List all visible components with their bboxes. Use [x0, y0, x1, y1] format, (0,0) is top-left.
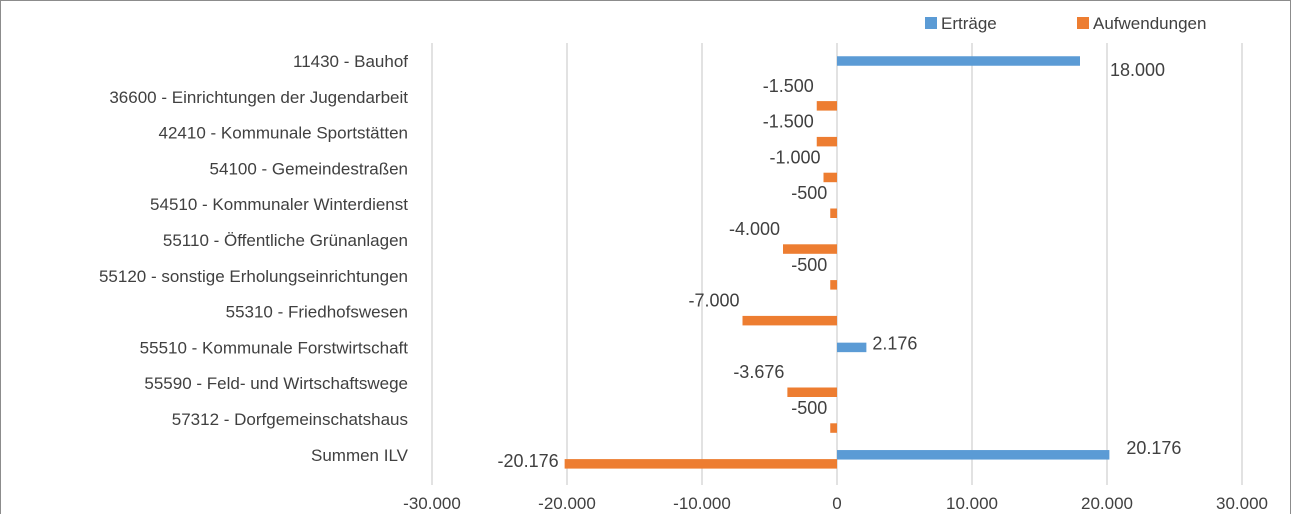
legend: Erträge Aufwendungen — [925, 14, 1206, 33]
data-label: 18.000 — [1110, 60, 1165, 80]
legend-swatch-ertraege — [925, 17, 937, 29]
data-label: -1.000 — [769, 147, 820, 167]
bar-ertraege — [837, 450, 1110, 460]
bar-aufwendungen — [830, 208, 837, 218]
bar-aufwendungen — [742, 315, 837, 326]
x-tick-label: 0 — [832, 494, 841, 513]
data-label: -7.000 — [688, 291, 739, 311]
data-label: -500 — [791, 398, 827, 418]
gridlines — [431, 43, 1243, 485]
category-label: 42410 - Kommunale Sportstätten — [159, 124, 408, 143]
category-label: 54100 - Gemeindestraßen — [210, 159, 408, 178]
data-label: -4.000 — [729, 219, 780, 239]
category-label: 55510 - Kommunale Forstwirtschaft — [140, 338, 409, 357]
category-label: 54510 - Kommunaler Winterdienst — [150, 195, 408, 214]
legend-label-ertraege: Erträge — [941, 14, 997, 33]
bar-ertraege — [837, 342, 867, 353]
category-label: 55310 - Friedhofswesen — [226, 303, 408, 322]
data-label: -500 — [791, 255, 827, 275]
category-label: 55590 - Feld- und Wirtschaftswege — [144, 374, 408, 393]
data-label: 20.176 — [1126, 438, 1181, 458]
bar-aufwendungen — [830, 280, 837, 290]
bar-aufwendungen — [823, 172, 837, 183]
bar-aufwendungen — [816, 101, 837, 111]
data-label: -500 — [791, 183, 827, 203]
data-label: -3.676 — [733, 362, 784, 382]
x-tick-label: 30.000 — [1216, 494, 1268, 513]
category-label: 55110 - Öffentliche Grünanlagen — [163, 231, 408, 250]
category-label: 55120 - sonstige Erholungseinrichtungen — [99, 267, 408, 286]
data-label: -1.500 — [763, 112, 814, 132]
x-tick-label: -10.000 — [673, 494, 731, 513]
category-labels: 11430 - Bauhof 36600 - Einrichtungen der … — [99, 52, 409, 465]
x-tick-label: 10.000 — [946, 494, 998, 513]
x-axis-tick-labels: -30.000 -20.000 -10.000 0 10.000 20.000 30.000 — [403, 494, 1268, 513]
bar-ertraege — [837, 56, 1080, 66]
bar-aufwendungen — [816, 136, 837, 147]
data-label: -1.500 — [763, 76, 814, 96]
x-tick-label: 20.000 — [1081, 494, 1133, 513]
category-label: 57312 - Dorfgemeinschatshaus — [172, 410, 408, 429]
bar-aufwendungen — [830, 423, 837, 433]
x-tick-label: -20.000 — [538, 494, 596, 513]
category-label: Summen ILV — [311, 446, 409, 465]
data-labels: 18.0002.17620.176-1.500-1.500-1.000-500-… — [498, 60, 1182, 471]
legend-swatch-aufwendungen — [1077, 17, 1089, 29]
category-label: 36600 - Einrichtungen der Jugendarbeit — [109, 88, 408, 107]
bar-aufwendungen — [783, 244, 837, 254]
category-label: 11430 - Bauhof — [293, 52, 408, 71]
data-label: -20.176 — [498, 451, 559, 471]
data-label: 2.176 — [872, 333, 917, 353]
bars — [564, 56, 1110, 469]
bar-aufwendungen — [564, 459, 837, 469]
bar-aufwendungen — [787, 387, 837, 397]
x-tick-label: -30.000 — [403, 494, 461, 513]
legend-label-aufwendungen: Aufwendungen — [1093, 14, 1206, 33]
